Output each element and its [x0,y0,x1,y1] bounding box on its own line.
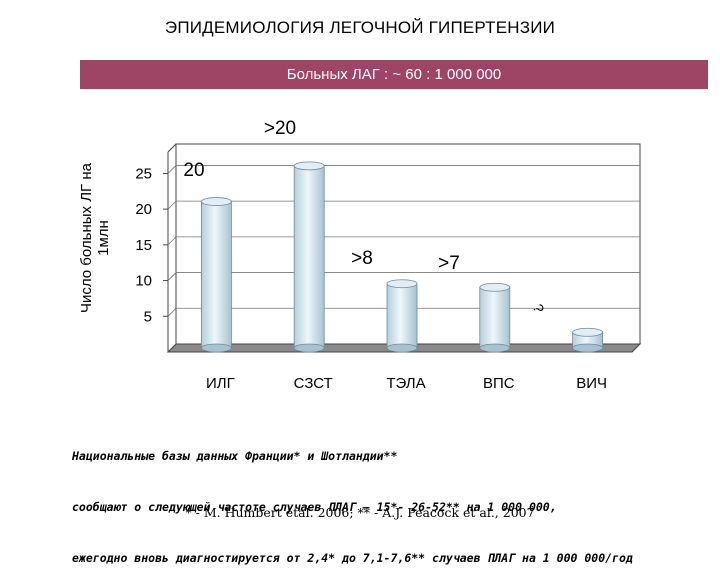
bar-body [200,201,232,349]
bar-base [479,343,511,353]
note-line-2: сообщают о следующей частоте случаев ПЛА… [72,500,557,514]
y-axis-top-edge [167,143,177,153]
chart-grid [163,143,642,353]
subtitle-band: Больных ЛАГ : ~ 60 : 1 000 000 [80,60,708,89]
bar-body [293,165,325,349]
bar [293,161,325,353]
bar [386,279,418,353]
bar [200,197,232,353]
x-tick-label: ТЭЛА [386,375,425,392]
bar-top [572,327,603,337]
y-tick-label: 15 [135,237,152,254]
bar-top [200,197,232,206]
note-text: Национальные базы данных Франции* и Шотл… [72,414,712,584]
bar-base [200,343,232,353]
gridline-side [167,200,177,210]
bar-body [479,286,511,349]
y-tick-label: 10 [135,273,152,290]
references-text: * - M. Humbert etal. 2006; ** - A.J. Pea… [185,505,535,520]
y-tick-label: 25 [135,165,152,182]
gridline-side [167,236,177,246]
y-tick-label: 20 [135,201,152,218]
x-tick-label: ВИЧ [576,375,607,392]
bar-base [572,343,603,353]
note-line-1: Национальные базы данных Франции* и Шотл… [72,449,398,463]
page-title: ЭПИДЕМИОЛОГИЯ ЛЕГОЧНОЙ ГИПЕРТЕНЗИИ [164,18,556,37]
gridline-side [167,308,177,317]
x-tick-label: ИЛГ [206,375,235,392]
bar-top [386,279,418,289]
bar-body [386,283,418,349]
x-tick-label: ВПС [483,375,515,392]
note-line-3: ежегодно вновь диагностируется от 2,4* д… [72,551,633,565]
bar-top [293,161,325,171]
bar-base [386,343,418,353]
gridline-side [167,272,177,281]
bar [572,327,603,353]
bar [479,282,511,353]
bar-base [293,343,325,353]
y-tick-label: 5 [144,308,152,325]
gridline-side [167,165,177,174]
chart-bars [200,161,603,353]
data-label: >7 [438,253,460,274]
data-label: 20 [183,160,204,181]
data-label: >8 [351,248,373,269]
x-tick-label: СЗСТ [294,375,333,392]
bar-top [479,282,511,292]
data-label: >20 [264,118,296,139]
